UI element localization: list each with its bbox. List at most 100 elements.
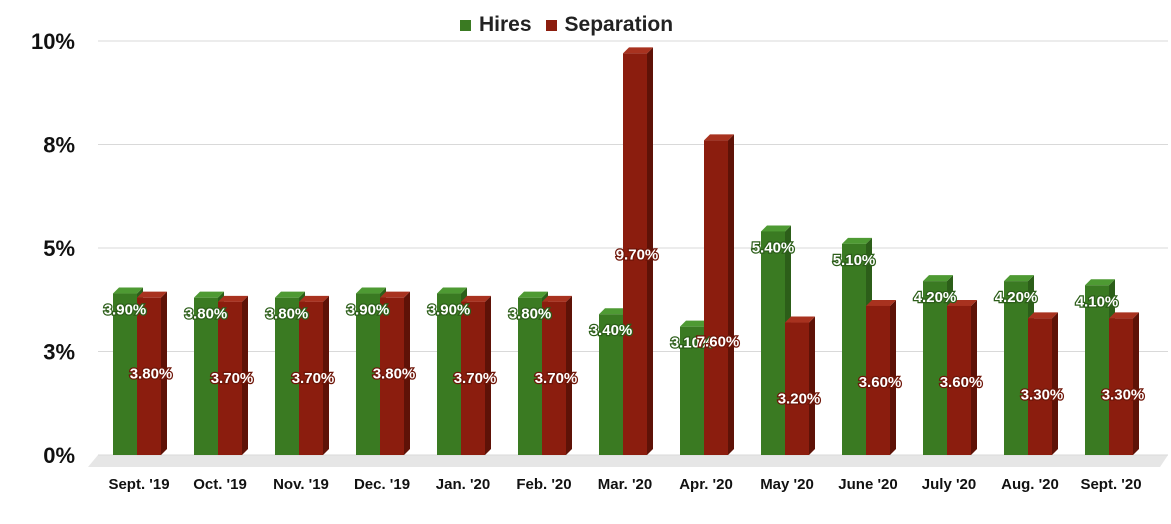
- bar-side: [1133, 312, 1139, 455]
- bar-separation: [1109, 318, 1133, 455]
- bar-side: [404, 291, 410, 455]
- bar-side: [1052, 312, 1058, 455]
- bar-top: [1085, 279, 1115, 286]
- x-tick-label: Mar. '20: [598, 476, 652, 493]
- bar-top: [113, 287, 143, 294]
- data-label-separation: 7.60%: [697, 333, 740, 350]
- y-tick-label: 3%: [43, 340, 75, 365]
- data-label-hires: 3.10%: [671, 335, 714, 352]
- data-label-hires: 3.80%: [266, 306, 309, 323]
- bar-top: [461, 295, 491, 302]
- data-label-separation: 3.60%: [940, 374, 983, 391]
- data-label-hires: 5.40%: [752, 239, 795, 256]
- bar-separation: [299, 301, 323, 455]
- bar-hires: [437, 293, 461, 455]
- bar-hires: [1085, 285, 1109, 455]
- data-label-separation: 3.80%: [373, 366, 416, 383]
- data-label-separation: 3.30%: [1102, 386, 1145, 403]
- bar-separation: [623, 53, 647, 456]
- bar-separation: [542, 301, 566, 455]
- bar-top: [1109, 312, 1139, 319]
- bar-top: [542, 295, 572, 302]
- data-label-separation: 3.60%: [859, 374, 902, 391]
- bar-top: [275, 291, 305, 298]
- data-label-hires: 5.10%: [833, 252, 876, 269]
- bar-separation: [461, 301, 485, 455]
- legend-swatch-hires: [460, 19, 471, 31]
- bar-top: [680, 320, 710, 327]
- bar-hires: [761, 231, 785, 455]
- bar-top: [704, 134, 734, 141]
- legend-item-separation: Separation: [545, 13, 674, 37]
- bar-top: [923, 275, 953, 282]
- data-label-separation: 3.70%: [292, 370, 335, 387]
- bar-hires: [599, 314, 623, 455]
- x-tick-label: July '20: [922, 476, 976, 493]
- bar-separation: [380, 297, 404, 455]
- bar-top: [785, 316, 815, 323]
- bar-top: [437, 287, 467, 294]
- bar-separation: [947, 305, 971, 455]
- legend-label-hires: Hires: [479, 13, 532, 36]
- x-tick-label: Aug. '20: [1001, 476, 1059, 493]
- data-label-hires: 4.10%: [1076, 293, 1119, 310]
- data-label-separation: 3.70%: [535, 370, 578, 387]
- x-tick-label: Dec. '19: [354, 476, 410, 493]
- bar-top: [218, 295, 248, 302]
- bar-hires: [113, 293, 137, 455]
- data-label-hires: 3.40%: [590, 322, 633, 339]
- x-tick-label: Nov. '19: [273, 476, 329, 493]
- x-tick-label: June '20: [838, 476, 897, 493]
- bar-hires: [518, 297, 542, 455]
- data-label-hires: 3.80%: [185, 306, 228, 323]
- bar-side: [485, 295, 491, 455]
- legend-swatch-separation: [545, 19, 557, 31]
- bar-separation: [704, 140, 728, 456]
- bar-top: [194, 291, 224, 298]
- y-tick-label: 0%: [43, 443, 75, 468]
- data-label-separation: 9.70%: [616, 246, 659, 263]
- bar-hires: [1004, 281, 1028, 455]
- bar-top: [842, 237, 872, 244]
- x-tick-label: Oct. '19: [193, 476, 247, 493]
- bar-hires: [680, 326, 704, 455]
- bar-side: [728, 134, 734, 456]
- bar-top: [380, 291, 410, 298]
- data-label-separation: 3.70%: [211, 370, 254, 387]
- bar-side: [323, 295, 329, 455]
- bar-top: [761, 225, 791, 232]
- bar-separation: [866, 305, 890, 455]
- legend-label-separation: Separation: [564, 13, 674, 36]
- x-tick-label: Jan. '20: [436, 476, 490, 493]
- bar-top: [518, 291, 548, 298]
- data-label-hires: 3.90%: [428, 302, 471, 319]
- data-label-hires: 4.20%: [914, 289, 957, 306]
- bar-hires: [194, 297, 218, 455]
- bar-top: [599, 308, 629, 315]
- x-tick-label: Feb. '20: [516, 476, 571, 493]
- data-label-hires: 4.20%: [995, 289, 1038, 306]
- data-label-separation: 3.70%: [454, 370, 497, 387]
- y-tick-label: 5%: [43, 236, 75, 261]
- chart-floor: [88, 455, 1168, 467]
- data-label-separation: 3.20%: [778, 391, 821, 408]
- bar-side: [161, 291, 167, 455]
- data-label-separation: 3.30%: [1021, 386, 1064, 403]
- data-label-hires: 3.90%: [104, 302, 147, 319]
- x-tick-label: Sept. '20: [1080, 476, 1141, 493]
- bar-separation: [137, 297, 161, 455]
- bar-hires: [275, 297, 299, 455]
- bar-top: [137, 291, 167, 298]
- bar-top: [866, 299, 896, 306]
- bar-side: [971, 299, 977, 455]
- x-tick-label: Sept. '19: [108, 476, 169, 493]
- data-label-hires: 3.90%: [347, 302, 390, 319]
- y-tick-label: 10%: [31, 29, 75, 54]
- data-label-separation: 3.80%: [130, 366, 173, 383]
- bar-hires: [923, 281, 947, 455]
- bar-separation: [1028, 318, 1052, 455]
- bar-top: [1028, 312, 1058, 319]
- bar-side: [890, 299, 896, 455]
- legend-item-hires: Hires: [460, 13, 532, 37]
